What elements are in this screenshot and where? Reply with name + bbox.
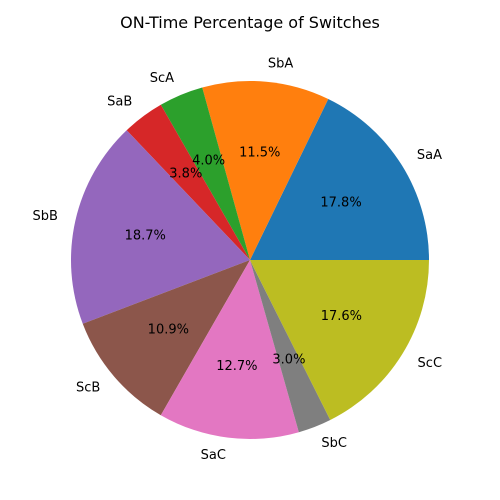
chart-title: ON-Time Percentage of Switches bbox=[120, 13, 380, 32]
slice-label-sbc: SbC bbox=[321, 436, 347, 451]
slice-label-saa: SaA bbox=[417, 148, 442, 163]
pie-slice-sba bbox=[202, 81, 329, 260]
pie-slices bbox=[70, 81, 429, 439]
pct-label-sba: 11.5% bbox=[239, 146, 280, 161]
pie-slice-saa bbox=[250, 99, 429, 260]
pie-slice-scc bbox=[250, 260, 429, 420]
slice-label-sac: SaC bbox=[201, 448, 226, 463]
pct-label-sca: 4.0% bbox=[192, 153, 225, 168]
slice-label-scc: ScC bbox=[418, 356, 442, 371]
pct-label-sab: 3.8% bbox=[169, 166, 202, 181]
slice-label-scb: ScB bbox=[76, 380, 100, 395]
pie-slice-sab bbox=[126, 104, 250, 260]
slice-label-sbb: SbB bbox=[33, 209, 58, 224]
pie-slice-sbb bbox=[70, 130, 251, 324]
pct-label-saa: 17.8% bbox=[320, 196, 361, 211]
pct-label-sbb: 18.7% bbox=[125, 229, 166, 244]
pct-label-sac: 12.7% bbox=[216, 359, 257, 374]
pct-label-sbc: 3.0% bbox=[272, 353, 305, 368]
pct-label-scb: 10.9% bbox=[148, 322, 189, 337]
pie-slice-sbc bbox=[250, 260, 331, 433]
slice-labels: SaA SbA ScA SaB SbB ScB SaC SbC ScC bbox=[33, 56, 443, 463]
slice-label-sab: SaB bbox=[107, 95, 132, 110]
pct-label-scc: 17.6% bbox=[321, 309, 362, 324]
percentage-labels: 17.8% 11.5% 4.0%3.8% 18.7% 10.9% 12.7% 3.0% 17.… bbox=[125, 146, 362, 375]
pie-slice-scb bbox=[82, 260, 250, 416]
pie-slice-sac bbox=[160, 260, 299, 439]
pie-slice-sca bbox=[160, 87, 250, 260]
slice-label-sba: SbA bbox=[268, 56, 294, 71]
slice-label-sca: ScA bbox=[150, 71, 174, 86]
